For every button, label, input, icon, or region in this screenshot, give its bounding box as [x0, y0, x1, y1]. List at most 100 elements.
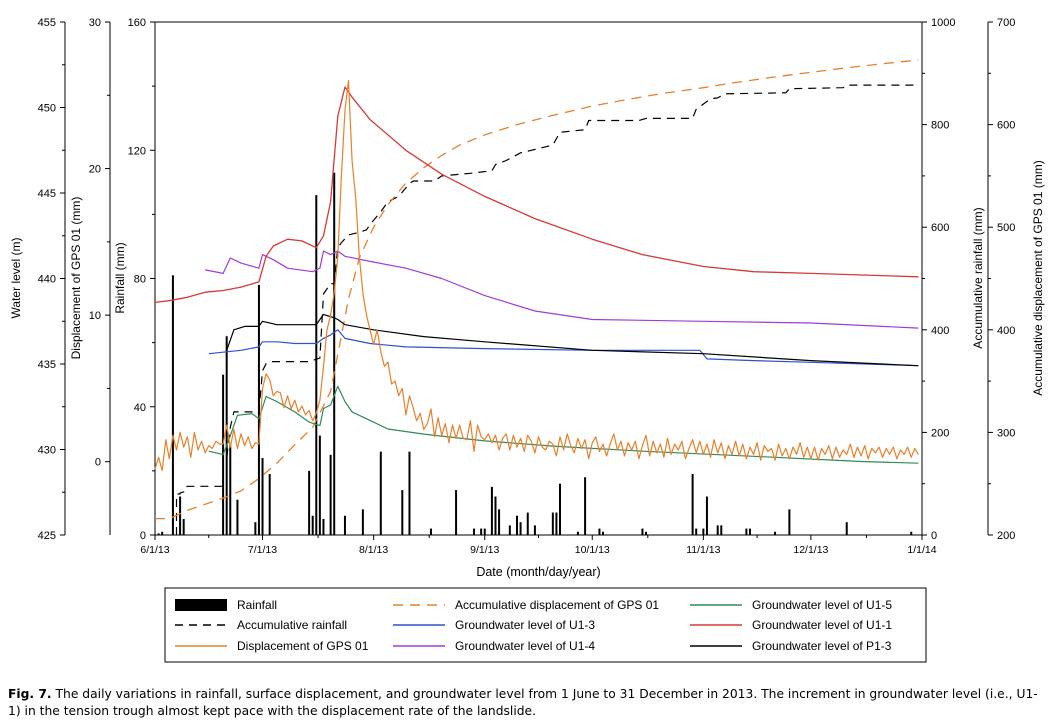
water_level-tick-label: 445 — [38, 188, 56, 200]
x-tick-label: 7/1/13 — [248, 544, 277, 556]
rainfall-bar — [483, 528, 486, 535]
rainfall-tick-label: 120 — [128, 145, 146, 157]
rainfall-bar — [555, 512, 558, 535]
displacement-axis-label: Displacement of GPS 01 (mm) — [69, 197, 83, 360]
accumulative_displacement-tick-label: 200 — [997, 530, 1015, 542]
rainfall-bar — [315, 195, 318, 535]
rainfall-bar — [455, 490, 458, 535]
legend-label: Rainfall — [237, 598, 277, 612]
water_level-tick-label: 435 — [38, 359, 56, 371]
rainfall-bar — [705, 496, 708, 535]
displacement-tick-label: 10 — [89, 310, 101, 322]
water_level-tick-label: 450 — [38, 103, 56, 115]
rainfall-bar — [691, 474, 694, 535]
rainfall-bar — [157, 533, 160, 535]
series-line-groundwater-level-of-p1-3 — [226, 313, 919, 367]
rainfall-bar — [329, 454, 332, 535]
series-line-groundwater-level-of-u1-1 — [154, 86, 919, 304]
rainfall-bar — [702, 528, 705, 535]
chart-svg: 425 430 435 440 445 450 455 Water level (m) 0 10 2… — [9, 17, 1045, 663]
chart-figure: 425 430 435 440 445 450 455 Water level (m) 0 10 2… — [9, 17, 1045, 663]
rainfall-bar — [472, 528, 475, 535]
rainfall-bar — [254, 522, 257, 535]
rainfall-bar — [261, 458, 264, 535]
rainfall-bar — [480, 528, 483, 535]
displacement-tick-label: 20 — [89, 164, 101, 176]
rainfall-bar — [311, 515, 314, 535]
rainfall-bar — [519, 522, 522, 535]
rainfall-tick-label: 80 — [134, 274, 146, 286]
rainfall-bar — [408, 451, 411, 535]
rainfall-bar — [748, 528, 751, 535]
rainfall-bar — [225, 336, 228, 535]
accumulative_displacement-tick-label: 300 — [997, 427, 1015, 439]
rainfall-bar — [508, 525, 511, 535]
legend-label: Groundwater level of U1-1 — [752, 618, 892, 632]
displacement-tick-label: 0 — [95, 457, 101, 469]
x-tick-label: 9/1/13 — [470, 544, 499, 556]
x-tick-label: 1/1/14 — [907, 544, 936, 556]
rainfall-bar — [490, 486, 493, 535]
rainfall-bar — [361, 509, 364, 535]
series-line-groundwater-level-of-u1-5 — [208, 385, 919, 464]
rainfall-bar — [533, 525, 536, 535]
rainfall-bar — [494, 496, 497, 535]
plot-frame — [154, 21, 923, 536]
rainfall-bar — [598, 528, 601, 535]
series-line-accumulative-rainfall — [175, 84, 919, 535]
rainfall-bar — [229, 445, 232, 535]
rainfall-bar — [182, 518, 185, 535]
caption-label: Fig. 7. — [8, 687, 52, 701]
legend-label: Groundwater level of U1-4 — [455, 639, 595, 653]
rainfall-bar — [584, 477, 587, 535]
series-line-groundwater-level-of-u1-4 — [205, 250, 919, 329]
rainfall-bar — [788, 509, 791, 535]
series-line-displacement-of-gps-01 — [154, 79, 919, 472]
legend-label: Accumulative rainfall — [237, 618, 347, 632]
x-tick-label: 10/1/13 — [575, 544, 610, 556]
accumulative_rainfall-tick-label: 800 — [931, 120, 949, 132]
x-tick-label: 11/1/13 — [686, 544, 720, 556]
figure-caption: Fig. 7. The daily variations in rainfall… — [8, 686, 1050, 720]
accumulative_displacement-tick-label: 700 — [997, 17, 1015, 29]
rainfall-bar — [401, 490, 404, 535]
accumulative_displacement-tick-label: 500 — [997, 222, 1015, 234]
rainfall-bar — [576, 531, 579, 535]
caption-text: The daily variations in rainfall, surfac… — [8, 687, 1038, 718]
rainfall-bar — [268, 474, 271, 535]
rainfall-bar — [318, 435, 321, 535]
rainfall-bar — [343, 515, 346, 535]
rainfall-bar — [720, 525, 723, 535]
rainfall-bar — [602, 531, 605, 535]
x-axis-label: Date (month/day/year) — [476, 565, 600, 579]
legend-box — [164, 587, 927, 663]
rainfall-bar — [910, 531, 913, 535]
rainfall-bar — [161, 531, 164, 535]
legend-label: Groundwater level of P1-3 — [752, 639, 892, 653]
legend-label: Groundwater level of U1-5 — [752, 598, 892, 612]
legend-label: Displacement of GPS 01 — [237, 639, 369, 653]
series-line-groundwater-level-of-u1-3 — [208, 329, 919, 367]
rainfall-bar — [498, 509, 501, 535]
accumulative_rainfall-tick-label: 1000 — [931, 17, 955, 29]
x-tick-label: 6/1/13 — [140, 544, 169, 556]
rainfall-bar — [515, 515, 518, 535]
rainfall-bar — [333, 172, 336, 535]
rainfall-bar — [745, 528, 748, 535]
rainfall-bar — [845, 522, 848, 535]
rainfall-bar — [236, 499, 239, 535]
rainfall-bar — [641, 528, 644, 535]
rainfall-bar — [322, 518, 325, 535]
rainfall-bar — [379, 451, 382, 535]
x-tick-label: 12/1/13 — [793, 544, 828, 556]
x-tick-label: 8/1/13 — [359, 544, 388, 556]
water_level-tick-label: 455 — [38, 17, 56, 29]
water_level-tick-label: 425 — [38, 530, 56, 542]
rainfall-bar — [179, 496, 182, 535]
rainfall-bar — [559, 483, 562, 535]
accumulative_rainfall-tick-label: 600 — [931, 222, 949, 234]
rainfall-bar — [551, 512, 554, 535]
legend-label: Accumulative displacement of GPS 01 — [455, 598, 659, 612]
accumulative_rainfall-tick-label: 200 — [931, 427, 949, 439]
rainfall-tick-label: 40 — [134, 402, 146, 414]
